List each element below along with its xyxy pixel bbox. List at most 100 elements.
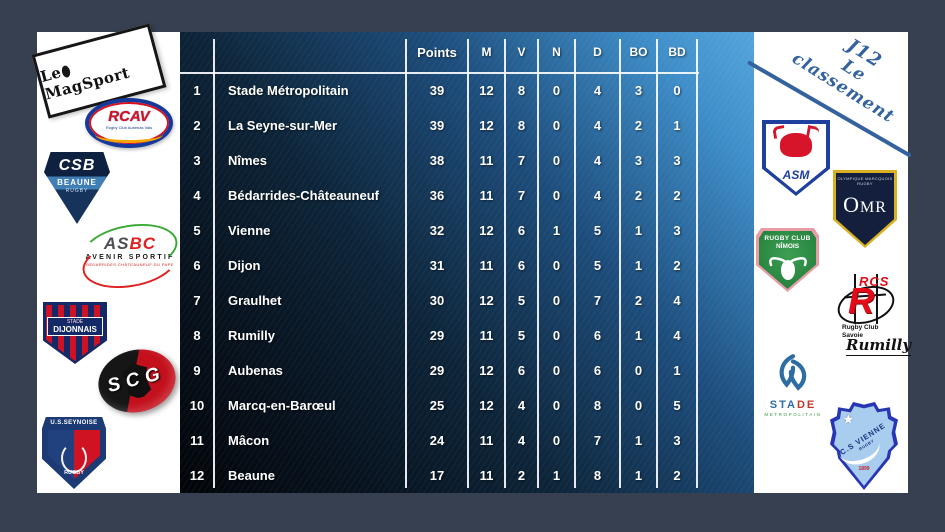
rank-cell: 9 <box>193 363 201 378</box>
team-cell: Dijon <box>228 258 261 273</box>
rcav-logo: RCAV Rugby Club Aubenas Vals <box>85 98 173 148</box>
column-separator <box>574 39 576 488</box>
table-row: 8 Rumilly 29 11 5 0 6 1 4 <box>180 318 754 353</box>
matches-cell: 12 <box>479 293 494 308</box>
matches-cell: 12 <box>479 118 494 133</box>
team-cell: La Seyne-sur-Mer <box>228 118 338 133</box>
team-cell: Stade Métropolitain <box>228 83 349 98</box>
wins-cell: 6 <box>517 363 526 378</box>
team-cell: Aubenas <box>228 363 283 378</box>
bonus-off-cell: 0 <box>634 398 643 413</box>
losses-cell: 5 <box>593 258 602 273</box>
team-cell: Graulhet <box>228 293 282 308</box>
wins-cell: 7 <box>517 188 526 203</box>
table-row: 5 Vienne 32 12 6 1 5 1 3 <box>180 213 754 248</box>
asm-macon-logo: ASM <box>762 120 830 196</box>
star-icon: ★ <box>842 411 855 427</box>
draws-cell: 0 <box>552 433 561 448</box>
bonus-off-cell: 1 <box>634 328 643 343</box>
points-cell: 39 <box>429 83 445 98</box>
csb-title: CSB <box>58 157 96 174</box>
header-draws: N <box>552 45 561 59</box>
losses-cell: 8 <box>593 468 602 483</box>
points-cell: 17 <box>429 468 445 483</box>
losses-cell: 6 <box>593 328 602 343</box>
matches-cell: 11 <box>479 153 494 168</box>
bonus-def-cell: 1 <box>673 363 681 378</box>
table-row: 3 Nîmes 38 11 7 0 4 3 3 <box>180 143 754 178</box>
points-cell: 32 <box>429 223 445 238</box>
table-row: 1 Stade Métropolitain 39 12 8 0 4 3 0 <box>180 73 754 108</box>
wins-cell: 5 <box>517 293 526 308</box>
points-cell: 36 <box>429 188 445 203</box>
matches-cell: 11 <box>479 468 494 483</box>
rank-cell: 5 <box>193 223 201 238</box>
points-cell: 31 <box>429 258 445 273</box>
header-wins: V <box>517 45 526 59</box>
csb-beaune-logo: CSB BEAUNE RUGBY <box>44 152 110 224</box>
table-row: 11 Mâcon 24 11 4 0 7 1 3 <box>180 423 754 458</box>
wins-cell: 6 <box>517 223 526 238</box>
bonus-def-cell: 2 <box>673 188 681 203</box>
bonus-off-cell: 0 <box>634 363 643 378</box>
matches-cell: 12 <box>479 83 494 98</box>
rank-cell: 7 <box>193 293 201 308</box>
points-cell: 29 <box>429 363 445 378</box>
team-cell: Marcq-en-Barœul <box>228 398 336 413</box>
matches-cell: 11 <box>479 258 494 273</box>
header-underline <box>180 72 699 74</box>
column-separator <box>405 39 407 488</box>
rank-cell: 4 <box>193 188 201 203</box>
losses-cell: 8 <box>593 398 602 413</box>
seynoise-wreath-icon <box>61 443 87 473</box>
asbc-subtitle: AVENIR SPORTIF <box>85 254 175 261</box>
wins-cell: 4 <box>517 433 526 448</box>
losses-cell: 4 <box>593 153 602 168</box>
bonus-off-cell: 3 <box>634 83 643 98</box>
asbc-logo: ASBC AVENIR SPORTIF BÉDARRIDES CHÂTEAUNE… <box>78 217 182 295</box>
bonus-def-cell: 2 <box>673 258 681 273</box>
table-body: 1 Stade Métropolitain 39 12 8 0 4 3 0 2 … <box>180 73 754 493</box>
losses-cell: 4 <box>593 188 602 203</box>
rumilly-line1: Rugby Club <box>842 324 879 331</box>
bonus-off-cell: 3 <box>634 153 643 168</box>
rumilly-line2: Savoie <box>842 332 863 339</box>
bonus-off-cell: 1 <box>634 433 643 448</box>
matches-cell: 12 <box>479 363 494 378</box>
bonus-off-cell: 2 <box>634 293 643 308</box>
omr-marcquois-logo: OLYMPIQUE MARCQUOIS RUGBY OMR <box>833 170 897 248</box>
omr-club-name: OLYMPIQUE MARCQUOIS RUGBY <box>837 176 893 186</box>
rc-nimois-logo: RUGBY CLUB NÎMOIS <box>756 228 819 292</box>
column-separator <box>213 39 215 488</box>
wins-cell: 7 <box>517 153 526 168</box>
table-row: 7 Graulhet 30 12 5 0 7 2 4 <box>180 283 754 318</box>
asbc-town: BÉDARRIDES CHÂTEAUNEUF DU PAPE <box>86 262 174 267</box>
points-cell: 24 <box>429 433 445 448</box>
rcav-title: RCAV <box>108 108 150 125</box>
csb-rugby: RUGBY <box>65 188 89 194</box>
header-matches: M <box>481 45 492 59</box>
draws-cell: 0 <box>552 153 561 168</box>
bonus-def-cell: 3 <box>673 433 681 448</box>
matches-cell: 12 <box>479 223 494 238</box>
column-separator <box>504 39 506 488</box>
losses-cell: 7 <box>593 293 602 308</box>
matches-cell: 12 <box>479 398 494 413</box>
losses-cell: 6 <box>593 363 602 378</box>
table-row: 2 La Seyne-sur-Mer 39 12 8 0 4 2 1 <box>180 108 754 143</box>
stade-metropolitain-logo: STADE METROPOLITAIN <box>762 352 824 432</box>
table-row: 9 Aubenas 29 12 6 0 6 0 1 <box>180 353 754 388</box>
bonus-off-cell: 2 <box>634 118 643 133</box>
wins-cell: 8 <box>517 118 526 133</box>
draws-cell: 1 <box>552 468 561 483</box>
wins-cell: 5 <box>517 328 526 343</box>
header-bonus-def: BD <box>668 45 686 59</box>
asm-bull-icon <box>780 133 812 157</box>
column-separator <box>696 39 698 488</box>
dijonnais-label: STADE DIJONNAIS <box>47 317 103 336</box>
wins-cell: 2 <box>517 468 526 483</box>
column-separator <box>467 39 469 488</box>
matches-cell: 11 <box>479 433 494 448</box>
rcav-oval-icon <box>85 98 173 148</box>
bonus-def-cell: 2 <box>673 468 681 483</box>
